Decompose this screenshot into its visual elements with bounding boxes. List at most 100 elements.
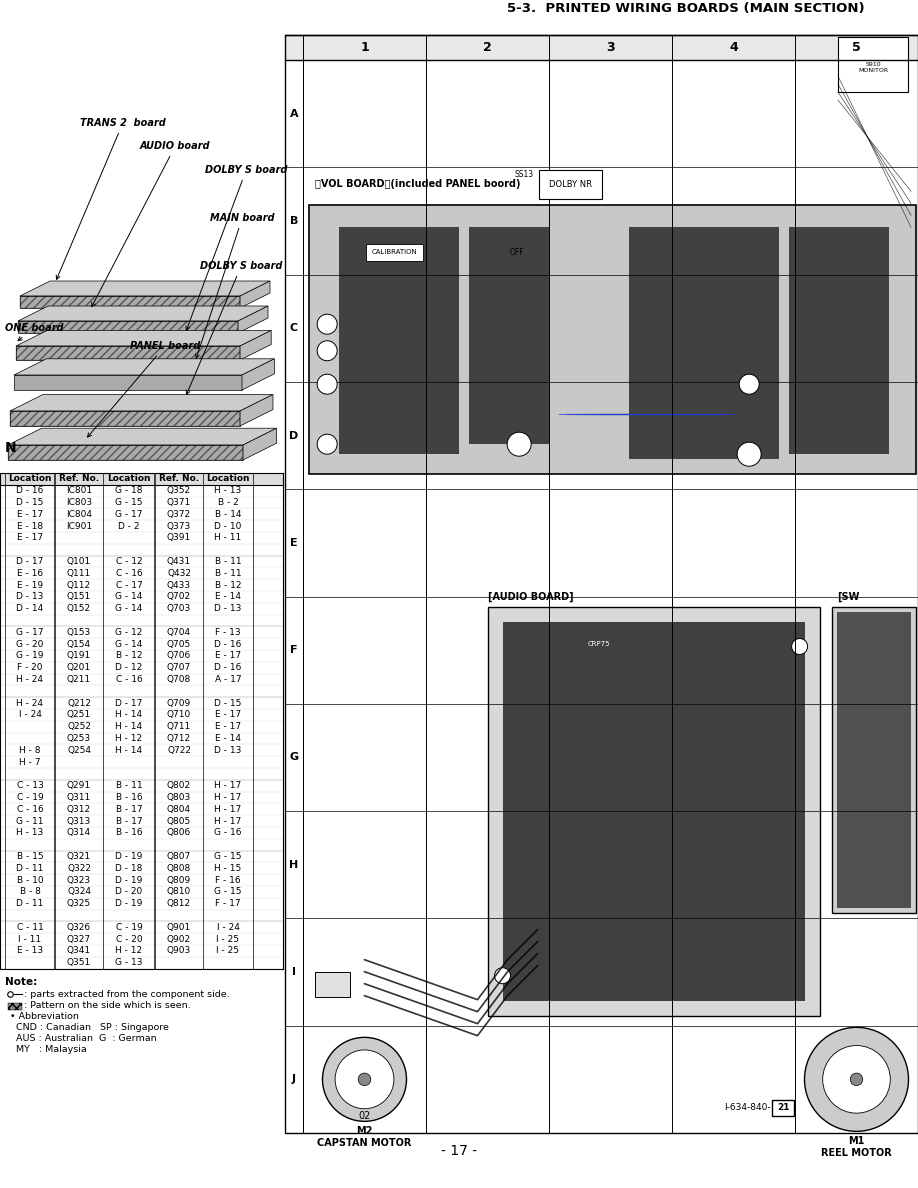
Text: IC801: IC801 <box>66 486 92 495</box>
Polygon shape <box>240 394 273 426</box>
Text: G - 15: G - 15 <box>116 498 143 507</box>
Text: 5: 5 <box>852 42 861 53</box>
Text: H - 17: H - 17 <box>215 804 241 814</box>
Polygon shape <box>18 307 268 321</box>
Text: H - 13: H - 13 <box>17 828 44 838</box>
Text: Note:: Note: <box>5 977 38 986</box>
Circle shape <box>507 432 532 456</box>
Text: B - 16: B - 16 <box>116 828 142 838</box>
Text: Q154: Q154 <box>67 639 91 649</box>
Text: : parts extracted from the component side.: : parts extracted from the component sid… <box>24 990 230 999</box>
Text: I - 25: I - 25 <box>217 935 240 943</box>
Text: F: F <box>290 645 297 655</box>
Text: IC803: IC803 <box>66 498 92 507</box>
Text: E - 17: E - 17 <box>17 510 43 519</box>
Circle shape <box>804 1028 909 1131</box>
Text: J: J <box>292 1074 296 1085</box>
Text: B - 14: B - 14 <box>215 510 241 519</box>
Bar <box>629 227 779 460</box>
Text: I - 24: I - 24 <box>18 710 41 720</box>
Text: Q373: Q373 <box>167 522 191 531</box>
Polygon shape <box>240 330 271 360</box>
Text: C - 20: C - 20 <box>116 935 142 943</box>
Circle shape <box>322 1037 407 1121</box>
Text: Q321: Q321 <box>67 852 91 861</box>
Text: C - 11: C - 11 <box>17 923 43 931</box>
Text: D - 19: D - 19 <box>116 852 142 861</box>
Text: 21: 21 <box>778 1104 789 1112</box>
Text: AUDIO board: AUDIO board <box>92 141 210 307</box>
Circle shape <box>335 1050 394 1108</box>
Circle shape <box>791 638 808 655</box>
Bar <box>315 972 351 997</box>
Text: Q806: Q806 <box>167 828 191 838</box>
Text: CND : Canadian   SP : Singapore: CND : Canadian SP : Singapore <box>10 1023 169 1031</box>
Text: Q101: Q101 <box>67 557 91 565</box>
Text: C: C <box>290 323 298 334</box>
Text: H - 12: H - 12 <box>116 734 142 742</box>
Text: Q371: Q371 <box>167 498 191 507</box>
Text: D - 15: D - 15 <box>214 699 241 708</box>
Text: E - 14: E - 14 <box>215 593 241 601</box>
Text: Q807: Q807 <box>167 852 191 861</box>
Text: Q432: Q432 <box>167 569 191 577</box>
Bar <box>309 206 916 474</box>
Text: H - 7: H - 7 <box>19 758 40 766</box>
Text: Q805: Q805 <box>167 816 191 826</box>
Text: Q311: Q311 <box>67 794 91 802</box>
Text: E - 13: E - 13 <box>17 947 43 955</box>
Bar <box>789 227 890 454</box>
Text: G - 15: G - 15 <box>214 887 241 897</box>
Polygon shape <box>10 394 273 411</box>
Text: D - 20: D - 20 <box>116 887 142 897</box>
Text: SS13: SS13 <box>515 170 534 179</box>
Text: PANEL board: PANEL board <box>87 341 200 437</box>
Text: E - 18: E - 18 <box>17 522 43 531</box>
Text: E - 14: E - 14 <box>215 734 241 742</box>
Text: Q253: Q253 <box>67 734 91 742</box>
Text: Q810: Q810 <box>167 887 191 897</box>
Text: C - 12: C - 12 <box>116 557 142 565</box>
Text: IC901: IC901 <box>66 522 92 531</box>
Text: D - 10: D - 10 <box>214 522 241 531</box>
Bar <box>772 1100 794 1116</box>
Text: B - 15: B - 15 <box>17 852 43 861</box>
Text: I - 25: I - 25 <box>217 947 240 955</box>
Text: D - 13: D - 13 <box>17 593 44 601</box>
Circle shape <box>317 314 337 334</box>
Text: H - 11: H - 11 <box>215 533 241 543</box>
Text: Location: Location <box>107 474 151 484</box>
Text: Q902: Q902 <box>167 935 191 943</box>
Text: MAIN board: MAIN board <box>196 213 274 359</box>
Text: Q705: Q705 <box>167 639 191 649</box>
Text: G - 19: G - 19 <box>17 651 44 661</box>
Text: Ref. No.: Ref. No. <box>59 474 99 484</box>
Text: H: H <box>289 860 298 870</box>
Text: 1: 1 <box>360 42 369 53</box>
Text: D - 19: D - 19 <box>116 876 142 885</box>
Text: OFF: OFF <box>509 248 524 257</box>
Bar <box>837 612 911 909</box>
Text: G - 17: G - 17 <box>17 627 44 637</box>
Text: Q812: Q812 <box>167 899 191 908</box>
Text: Q314: Q314 <box>67 828 91 838</box>
Circle shape <box>317 434 337 454</box>
Text: DOLBY NR: DOLBY NR <box>549 181 592 189</box>
Text: C - 19: C - 19 <box>17 794 43 802</box>
Text: Q211: Q211 <box>67 675 91 684</box>
Polygon shape <box>8 428 276 446</box>
Text: Q352: Q352 <box>167 486 191 495</box>
Text: Q710: Q710 <box>167 710 191 720</box>
Text: B - 8: B - 8 <box>19 887 40 897</box>
Polygon shape <box>16 330 271 346</box>
Text: H - 14: H - 14 <box>116 710 142 720</box>
Text: AUS : Australian  G  : German: AUS : Australian G : German <box>10 1034 157 1043</box>
Text: B - 11: B - 11 <box>215 569 241 577</box>
Text: [AUDIO BOARD]: [AUDIO BOARD] <box>487 592 573 601</box>
Text: Ref. No.: Ref. No. <box>159 474 199 484</box>
Text: D - 16: D - 16 <box>17 486 44 495</box>
Text: G - 16: G - 16 <box>214 828 241 838</box>
Polygon shape <box>10 411 240 426</box>
Text: 02: 02 <box>358 1111 371 1121</box>
Text: Q702: Q702 <box>167 593 191 601</box>
